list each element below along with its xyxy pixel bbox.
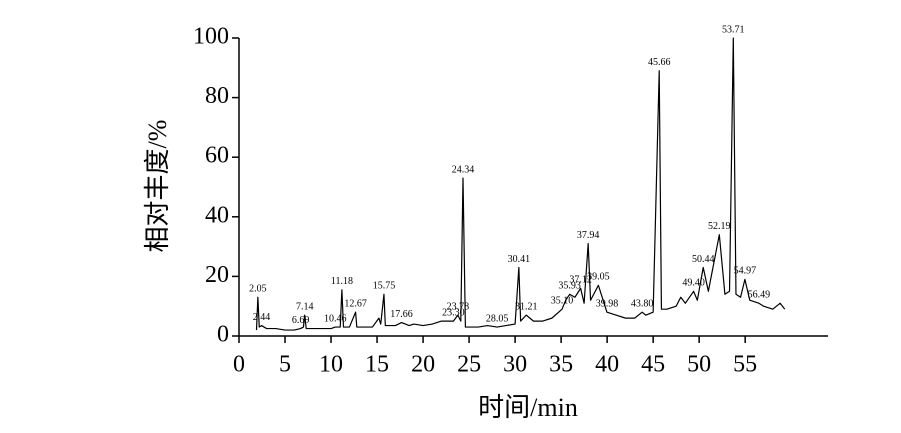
- peak-label: 24.34: [452, 164, 475, 175]
- x-tick-label: 20: [411, 352, 435, 378]
- x-tick-label: 30: [503, 352, 527, 378]
- peak-label: 45.66: [648, 57, 671, 68]
- peak-label: 35.93: [558, 281, 581, 292]
- peak-label: 39.05: [587, 272, 610, 283]
- peak-label: 52.19: [708, 221, 731, 232]
- x-tick-label: 15: [365, 352, 389, 378]
- peak-label: 17.66: [390, 309, 413, 320]
- x-tick-label: 0: [233, 352, 245, 378]
- peak-label: 7.14: [296, 301, 314, 312]
- peak-label: 23.78: [447, 301, 470, 312]
- x-axis-title: 时间/min: [478, 393, 578, 422]
- peak-label: 56.49: [748, 290, 771, 301]
- y-tick-label: 0: [217, 322, 229, 348]
- peak-label: 10.46: [324, 313, 347, 324]
- peak-label: 2.44: [253, 312, 271, 323]
- y-tick-label: 100: [193, 24, 229, 50]
- peak-label: 53.71: [722, 24, 745, 35]
- peak-label: 39.98: [596, 298, 619, 309]
- peak-label: 35.10: [551, 295, 574, 306]
- y-tick-label: 60: [205, 143, 229, 169]
- x-tick-label: 35: [549, 352, 573, 378]
- x-tick-label: 45: [641, 352, 665, 378]
- y-tick-label: 20: [205, 262, 229, 288]
- peak-label: 28.05: [486, 313, 509, 324]
- peak-label: 6.69: [292, 315, 310, 326]
- peak-label: 12.67: [344, 298, 367, 309]
- peak-label: 30.41: [508, 254, 531, 265]
- peak-label: 23.30: [442, 307, 465, 318]
- y-axis-title: 相对丰度/%: [143, 120, 172, 253]
- peak-label: 54.97: [734, 266, 757, 277]
- x-tick-label: 10: [319, 352, 343, 378]
- chromatogram-line: [255, 37, 786, 331]
- x-tick-label: 55: [733, 352, 757, 378]
- peak-label: 49.40: [682, 278, 705, 289]
- peak-label: 43.80: [631, 298, 654, 309]
- peak-label: 37.12: [569, 275, 592, 286]
- y-tick-label: 40: [205, 202, 229, 228]
- peak-label: 11.18: [331, 276, 353, 287]
- y-tick-label: 80: [205, 83, 229, 109]
- x-tick-label: 40: [595, 352, 619, 378]
- peak-label: 2.05: [249, 284, 267, 295]
- peak-label: 31.21: [515, 301, 538, 312]
- peak-label: 15.75: [373, 281, 396, 292]
- peak-label: 37.94: [577, 230, 600, 241]
- peak-label: 50.44: [692, 254, 715, 265]
- x-tick-label: 50: [687, 352, 711, 378]
- x-tick-label: 5: [279, 352, 291, 378]
- x-tick-label: 25: [457, 352, 481, 378]
